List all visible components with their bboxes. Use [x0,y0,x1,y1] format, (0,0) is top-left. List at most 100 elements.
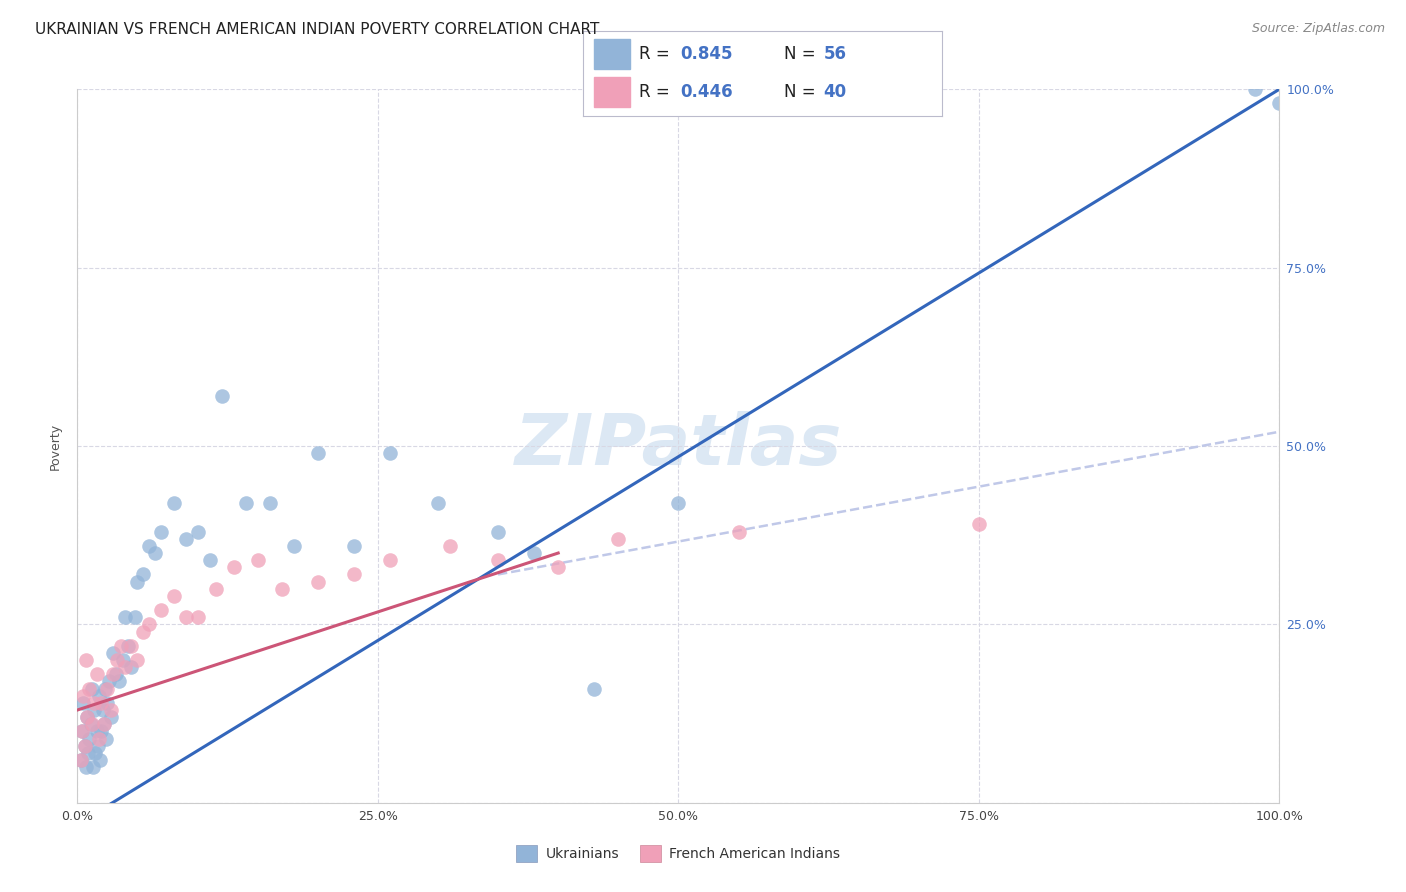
Point [343,539,366,553]
Point [100,710,122,724]
Point [967,517,990,532]
Point [150,524,173,539]
Text: UKRAINIAN VS FRENCH AMERICAN INDIAN POVERTY CORRELATION CHART: UKRAINIAN VS FRENCH AMERICAN INDIAN POVE… [35,22,599,37]
Point [486,524,509,539]
Point [105,653,128,667]
Point [96,731,118,746]
Point [100,703,122,717]
Point [82,760,104,774]
Point [72,689,94,703]
Point [96,681,118,696]
Point [84,746,107,760]
Point [486,553,509,567]
Point [73,739,96,753]
Point [307,446,329,460]
Point [378,446,401,460]
Point [111,653,134,667]
Point [114,660,136,674]
Point [90,724,112,739]
Point [110,639,132,653]
Point [307,574,329,589]
Point [96,696,118,710]
Point [79,681,101,696]
Point [80,717,103,731]
Point [727,524,749,539]
Point [204,582,226,596]
Point [70,753,93,767]
Point [132,624,155,639]
Point [150,603,173,617]
Text: 40: 40 [824,83,846,101]
Point [70,724,93,739]
Point [70,724,93,739]
Point [162,589,184,603]
Point [427,496,450,510]
Point [83,703,105,717]
Point [127,653,149,667]
Point [91,703,114,717]
Point [83,696,105,710]
Point [145,546,167,560]
Legend: Ukrainians, French American Indians: Ukrainians, French American Indians [510,839,846,867]
Point [1268,96,1291,111]
Point [79,731,101,746]
Point [138,539,160,553]
Point [87,731,110,746]
Text: 0.446: 0.446 [681,83,733,101]
Point [124,610,146,624]
Point [174,610,197,624]
Point [89,753,111,767]
Point [94,681,117,696]
Point [127,574,149,589]
Point [93,717,115,731]
Point [80,681,103,696]
Text: 56: 56 [824,45,846,63]
Point [246,553,269,567]
Point [104,667,127,681]
Point [76,710,98,724]
Point [70,753,93,767]
Point [120,639,142,653]
Y-axis label: Poverty: Poverty [49,423,62,469]
Point [114,610,136,624]
Bar [595,39,630,70]
Point [211,389,233,403]
Point [75,760,97,774]
Point [108,674,131,689]
Point [120,660,142,674]
Point [77,746,100,760]
Point [235,496,257,510]
Point [103,646,125,660]
Bar [595,77,630,108]
Text: N =: N = [785,45,821,63]
Text: 0.845: 0.845 [681,45,733,63]
Point [439,539,461,553]
Point [132,567,155,582]
Point [583,681,606,696]
Text: R =: R = [640,45,675,63]
Point [76,710,98,724]
Text: Source: ZipAtlas.com: Source: ZipAtlas.com [1251,22,1385,36]
Text: N =: N = [785,83,821,101]
Point [86,667,108,681]
Point [93,717,115,731]
Text: R =: R = [640,83,675,101]
Point [668,496,690,510]
Point [117,639,139,653]
Point [283,539,305,553]
Point [138,617,160,632]
Point [97,674,120,689]
Point [187,524,209,539]
Point [270,582,292,596]
Point [90,696,112,710]
Point [87,739,110,753]
Point [1244,82,1267,96]
Point [79,717,101,731]
Point [547,560,569,574]
Point [72,696,94,710]
Point [198,553,221,567]
Point [523,546,546,560]
Point [187,610,209,624]
Point [73,739,96,753]
Point [259,496,281,510]
